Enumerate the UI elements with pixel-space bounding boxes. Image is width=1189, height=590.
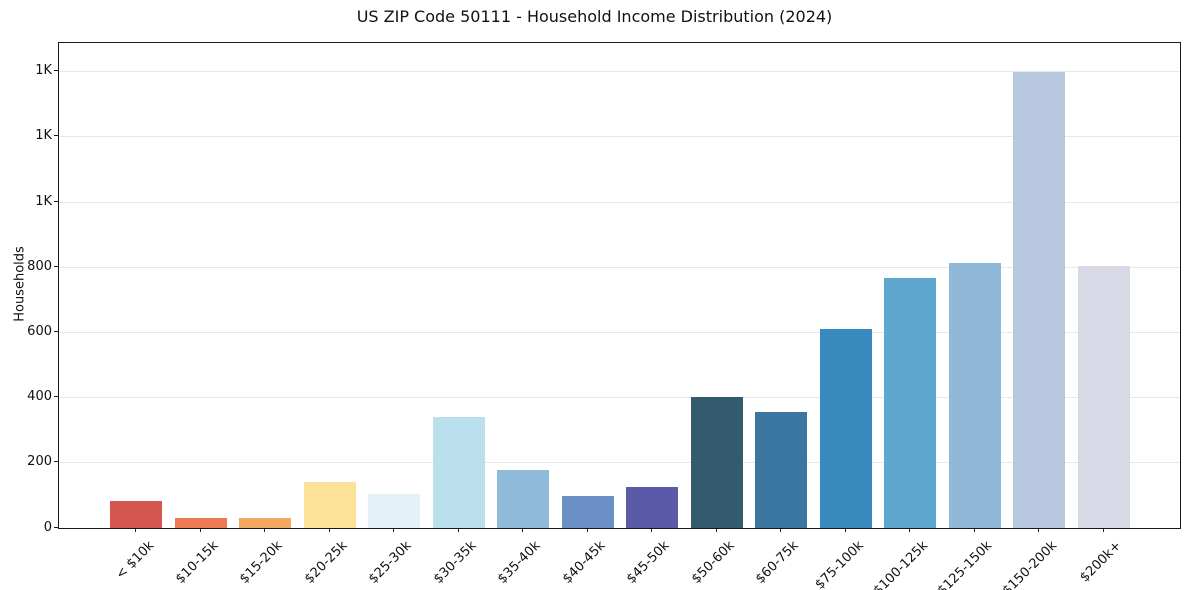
x-tick-label: $20-25k bbox=[301, 538, 351, 587]
x-tick-label: $200k+ bbox=[1077, 538, 1125, 586]
x-tick-mark bbox=[973, 528, 975, 532]
y-tick-mark bbox=[54, 70, 58, 72]
bar-100-125k bbox=[884, 278, 936, 528]
y-tick-mark bbox=[54, 135, 58, 137]
bar-10k bbox=[110, 501, 162, 528]
x-tick-mark bbox=[715, 528, 717, 532]
x-tick-label: $40-45k bbox=[559, 538, 609, 587]
bar-200k bbox=[1077, 265, 1130, 528]
x-tick-mark bbox=[844, 528, 846, 532]
x-tick-mark bbox=[199, 528, 201, 532]
gridline bbox=[59, 71, 1180, 73]
x-tick-label: $125-150k bbox=[935, 538, 996, 590]
bar-15-20k bbox=[239, 518, 291, 528]
bar-25-30k bbox=[368, 493, 420, 528]
x-tick-mark bbox=[1102, 528, 1104, 532]
x-tick-label: $15-20k bbox=[237, 538, 286, 587]
bar-125-150k bbox=[948, 263, 1001, 528]
x-tick-label: $100-125k bbox=[870, 538, 931, 590]
gridline bbox=[59, 462, 1180, 464]
x-tick-mark bbox=[780, 528, 781, 532]
bar-45-50k bbox=[626, 486, 678, 528]
y-tick-label: 1K bbox=[35, 193, 52, 209]
gridline bbox=[59, 331, 1180, 333]
y-tick-label: 1K bbox=[35, 63, 52, 79]
x-tick-mark bbox=[909, 528, 910, 532]
x-tick-label: $150-200k bbox=[999, 538, 1060, 590]
y-tick-label: 0 bbox=[43, 519, 52, 535]
y-tick-mark bbox=[54, 265, 58, 267]
y-tick-mark bbox=[54, 200, 58, 202]
x-tick-mark bbox=[522, 528, 523, 532]
x-tick-label: < $10k bbox=[112, 538, 157, 583]
x-tick-mark bbox=[651, 528, 652, 532]
y-tick-label: 200 bbox=[27, 454, 52, 470]
x-tick-mark bbox=[457, 528, 459, 532]
x-tick-mark bbox=[586, 528, 588, 532]
y-tick-mark bbox=[54, 330, 58, 332]
x-tick-label: $75-100k bbox=[812, 538, 867, 590]
gridline bbox=[59, 136, 1180, 138]
plot-area bbox=[58, 42, 1181, 529]
bar-10-15k bbox=[174, 518, 227, 528]
gridline bbox=[59, 201, 1180, 203]
y-tick-label: 600 bbox=[27, 323, 52, 339]
x-tick-label: $25-30k bbox=[366, 538, 415, 587]
x-tick-mark bbox=[393, 528, 394, 532]
bar-40-45k bbox=[561, 496, 614, 528]
y-tick-mark bbox=[54, 526, 58, 528]
x-tick-label: $10-15k bbox=[172, 538, 222, 587]
bar-50-60k bbox=[690, 396, 743, 528]
gridline bbox=[59, 397, 1180, 399]
bar-20-25k bbox=[303, 482, 356, 528]
x-tick-mark bbox=[264, 528, 265, 532]
x-tick-mark bbox=[1038, 528, 1039, 532]
x-tick-label: $50-60k bbox=[688, 538, 738, 587]
x-tick-label: $35-40k bbox=[495, 538, 544, 587]
y-tick-mark bbox=[54, 461, 58, 463]
bar-35-40k bbox=[497, 469, 549, 528]
x-tick-mark bbox=[135, 528, 136, 532]
gridline bbox=[59, 266, 1180, 268]
chart-title: US ZIP Code 50111 - Household Income Dis… bbox=[356, 7, 833, 26]
bar-150-200k bbox=[1013, 71, 1065, 528]
x-tick-label: $30-35k bbox=[430, 538, 480, 587]
y-tick-label: 800 bbox=[27, 258, 52, 274]
bar-60-75k bbox=[755, 411, 807, 528]
y-tick-label: 1K bbox=[35, 128, 52, 144]
y-tick-mark bbox=[54, 396, 58, 398]
x-tick-label: $60-75k bbox=[753, 538, 802, 587]
bar-75-100k bbox=[819, 328, 872, 528]
y-tick-label: 400 bbox=[27, 389, 52, 405]
x-tick-label: $45-50k bbox=[624, 538, 673, 587]
x-tick-mark bbox=[328, 528, 330, 532]
bar-30-35k bbox=[432, 417, 485, 528]
y-axis-label: Households bbox=[12, 246, 28, 322]
